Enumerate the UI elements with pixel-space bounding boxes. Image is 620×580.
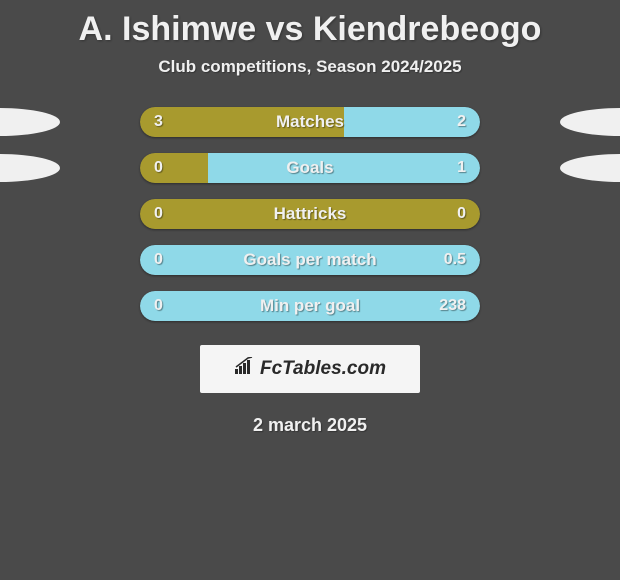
stat-value-left: 0	[154, 297, 163, 315]
brand-name: FcTables.com	[260, 358, 386, 380]
stat-value-right: 0	[457, 205, 466, 223]
player2-ellipse	[560, 108, 620, 136]
bar-fill-right	[208, 153, 480, 183]
chart-icon	[234, 357, 256, 381]
player2-ellipse	[560, 154, 620, 182]
stats-container: 3 2 Matches 0 1 Goals 0 0 Hattricks 0 0.5 Goals per…	[0, 107, 620, 321]
brand-logo-text: FcTables.com	[234, 357, 386, 381]
stat-row: 0 0 Hattricks	[0, 199, 620, 229]
player1-ellipse	[0, 108, 60, 136]
stat-bar: 0 1 Goals	[140, 153, 480, 183]
stat-value-left: 0	[154, 251, 163, 269]
stat-bar: 0 0 Hattricks	[140, 199, 480, 229]
comparison-subtitle: Club competitions, Season 2024/2025	[0, 57, 620, 107]
stat-label: Goals	[286, 158, 333, 178]
stat-value-right: 238	[439, 297, 466, 315]
stat-value-right: 1	[457, 159, 466, 177]
brand-logo-box: FcTables.com	[200, 345, 420, 393]
stat-value-right: 0.5	[444, 251, 466, 269]
stat-row: 3 2 Matches	[0, 107, 620, 137]
comparison-title: A. Ishimwe vs Kiendrebeogo	[0, 0, 620, 57]
stat-row: 0 0.5 Goals per match	[0, 245, 620, 275]
player1-ellipse	[0, 154, 60, 182]
stat-row: 0 1 Goals	[0, 153, 620, 183]
stat-value-left: 0	[154, 205, 163, 223]
stat-bar: 3 2 Matches	[140, 107, 480, 137]
stat-label: Matches	[276, 112, 344, 132]
stat-bar: 0 0.5 Goals per match	[140, 245, 480, 275]
bar-fill-left	[140, 153, 208, 183]
stat-row: 0 238 Min per goal	[0, 291, 620, 321]
stat-bar: 0 238 Min per goal	[140, 291, 480, 321]
date-label: 2 march 2025	[0, 415, 620, 436]
stat-label: Min per goal	[260, 296, 360, 316]
stat-value-left: 3	[154, 113, 163, 131]
stat-value-right: 2	[457, 113, 466, 131]
stat-label: Goals per match	[243, 250, 376, 270]
stat-label: Hattricks	[274, 204, 347, 224]
stat-value-left: 0	[154, 159, 163, 177]
